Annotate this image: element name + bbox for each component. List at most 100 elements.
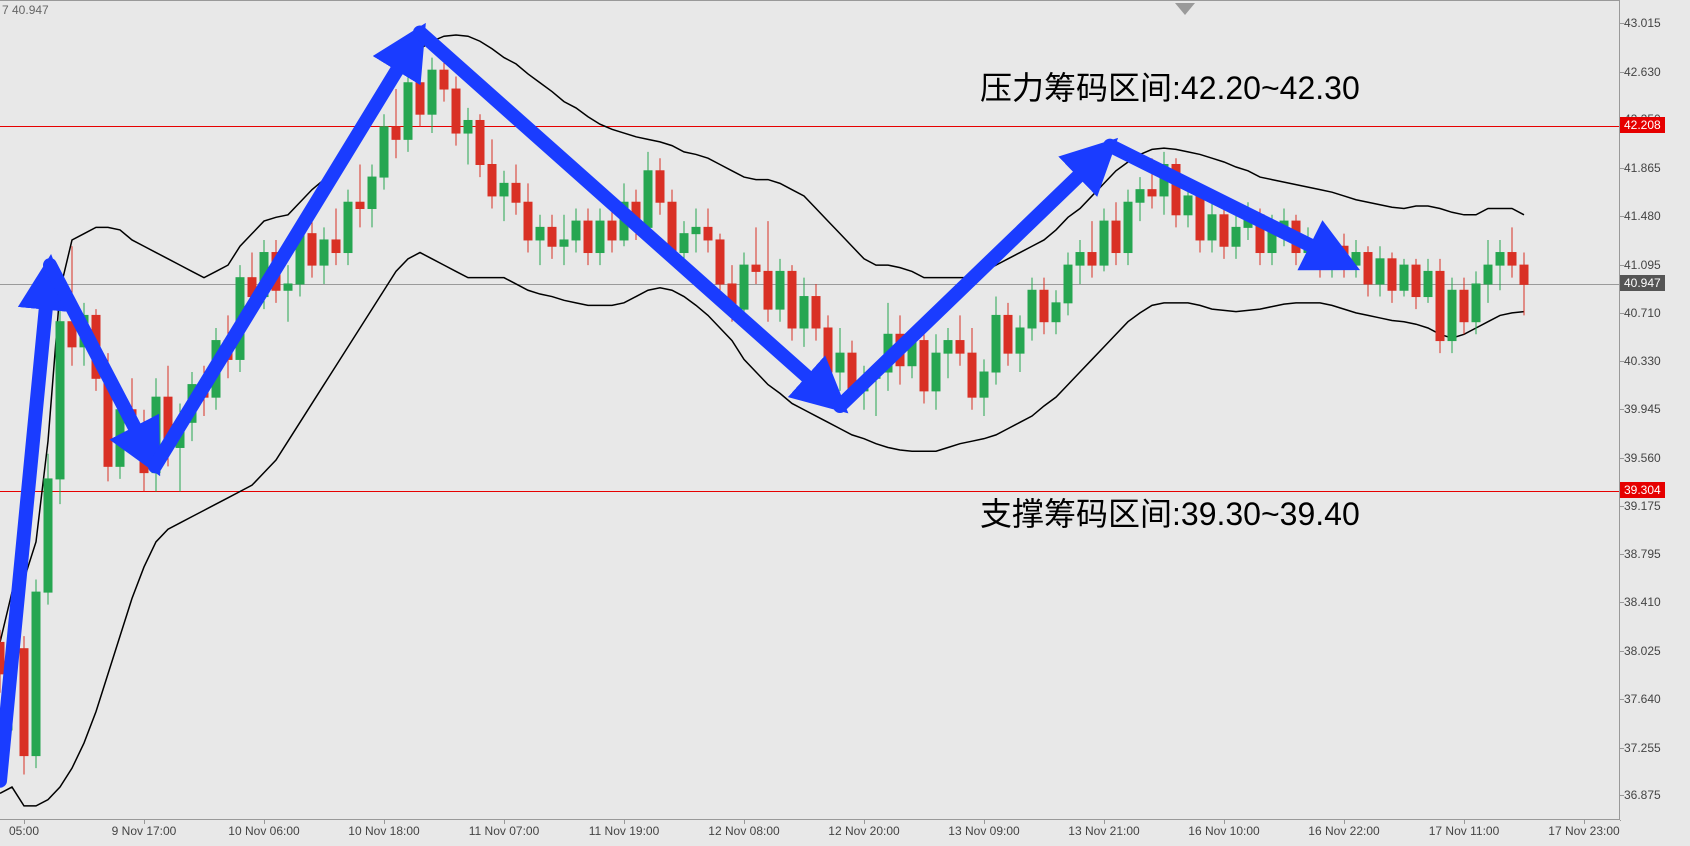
candle: [920, 341, 928, 391]
candle: [824, 328, 832, 372]
candle: [20, 649, 28, 756]
candle: [176, 422, 184, 447]
candle: [1520, 265, 1528, 284]
x-tick-label: 11 Nov 19:00: [589, 824, 660, 838]
y-tick-label: 36.875: [1624, 788, 1661, 802]
candle: [1376, 259, 1384, 284]
candle: [140, 429, 148, 473]
trend-arrow: [420, 32, 827, 394]
candle: [1388, 259, 1396, 290]
candle: [236, 278, 244, 360]
candle: [344, 202, 352, 252]
price-tag: 42.208: [1620, 117, 1665, 133]
candle: [644, 171, 652, 228]
candle: [1184, 196, 1192, 215]
candle: [464, 120, 472, 133]
candle: [440, 70, 448, 89]
candle: [680, 234, 688, 253]
candle: [1352, 253, 1360, 266]
candle: [728, 284, 736, 309]
y-tick-label: 41.095: [1624, 258, 1661, 272]
candle: [992, 315, 1000, 372]
x-tick-label: 12 Nov 08:00: [708, 824, 779, 838]
candle: [908, 341, 916, 366]
x-tick-label: 10 Nov 06:00: [228, 824, 299, 838]
x-tick-label: 16 Nov 10:00: [1188, 824, 1259, 838]
candle: [800, 297, 808, 328]
candle: [872, 372, 880, 378]
candle: [416, 83, 424, 114]
candle: [704, 227, 712, 240]
candle: [860, 378, 868, 391]
candle: [1004, 315, 1012, 353]
candle: [1148, 190, 1156, 196]
candle: [212, 341, 220, 398]
horizontal-level-line: [0, 284, 1620, 285]
candle: [536, 227, 544, 240]
price-tag: 40.947: [1620, 275, 1665, 291]
candle: [296, 234, 304, 284]
candle: [1280, 221, 1288, 227]
x-tick-label: 16 Nov 22:00: [1308, 824, 1379, 838]
candle: [248, 278, 256, 297]
candle: [152, 397, 160, 472]
candle: [1124, 202, 1132, 252]
annotation-text: 压力筹码区间:42.20~42.30: [980, 63, 1360, 109]
y-axis: 43.01542.63042.25041.86541.48041.09540.7…: [1619, 0, 1690, 820]
x-tick-label: 9 Nov 17:00: [112, 824, 177, 838]
candle: [584, 221, 592, 252]
trend-arrow: [1110, 146, 1335, 258]
candle: [836, 353, 844, 372]
trend-arrow: [840, 157, 1098, 406]
dropdown-icon[interactable]: [1175, 3, 1195, 15]
candle: [8, 649, 16, 674]
y-tick-label: 37.640: [1624, 692, 1661, 706]
candle: [1232, 227, 1240, 246]
candle: [548, 227, 556, 246]
candle: [1100, 221, 1108, 265]
y-tick-label: 40.330: [1624, 354, 1661, 368]
candle: [896, 334, 904, 365]
y-tick-label: 38.025: [1624, 644, 1661, 658]
candle: [764, 271, 772, 309]
y-tick-label: 40.710: [1624, 306, 1661, 320]
candle: [1400, 265, 1408, 290]
candle: [200, 385, 208, 398]
x-tick-label: 12 Nov 20:00: [828, 824, 899, 838]
horizontal-level-line: [0, 491, 1620, 492]
trend-arrow: [50, 265, 147, 451]
candle: [1484, 265, 1492, 284]
annotation-text: 支撑筹码区间:39.30~39.40: [980, 489, 1360, 535]
candle: [1292, 221, 1300, 252]
candle: [1412, 265, 1420, 296]
candle: [560, 240, 568, 246]
candle: [56, 322, 64, 479]
y-tick-label: 38.410: [1624, 595, 1661, 609]
x-tick-label: 13 Nov 21:00: [1068, 824, 1139, 838]
candle: [80, 315, 88, 346]
candle: [776, 271, 784, 309]
y-tick-label: 41.480: [1624, 209, 1661, 223]
horizontal-level-line: [0, 126, 1620, 127]
candle: [1028, 290, 1036, 328]
price-tag: 39.304: [1620, 482, 1665, 498]
candle: [368, 177, 376, 208]
candle: [1256, 215, 1264, 253]
candle: [260, 253, 268, 297]
y-tick-label: 41.865: [1624, 161, 1661, 175]
candle: [968, 353, 976, 397]
candle: [32, 592, 40, 755]
candle: [788, 271, 796, 328]
y-tick-label: 37.255: [1624, 741, 1661, 755]
candle: [104, 378, 112, 466]
candle: [1304, 240, 1312, 253]
candle: [1328, 246, 1336, 265]
chart-plot-area[interactable]: 7 40.947 压力筹码区间:42.20~42.30支撑筹码区间:39.30~…: [0, 0, 1621, 821]
candle: [1340, 246, 1348, 265]
candle: [308, 234, 316, 265]
candle: [476, 120, 484, 164]
candle: [632, 202, 640, 227]
candle: [1268, 227, 1276, 252]
candle: [1244, 215, 1252, 228]
candle: [1220, 215, 1228, 246]
